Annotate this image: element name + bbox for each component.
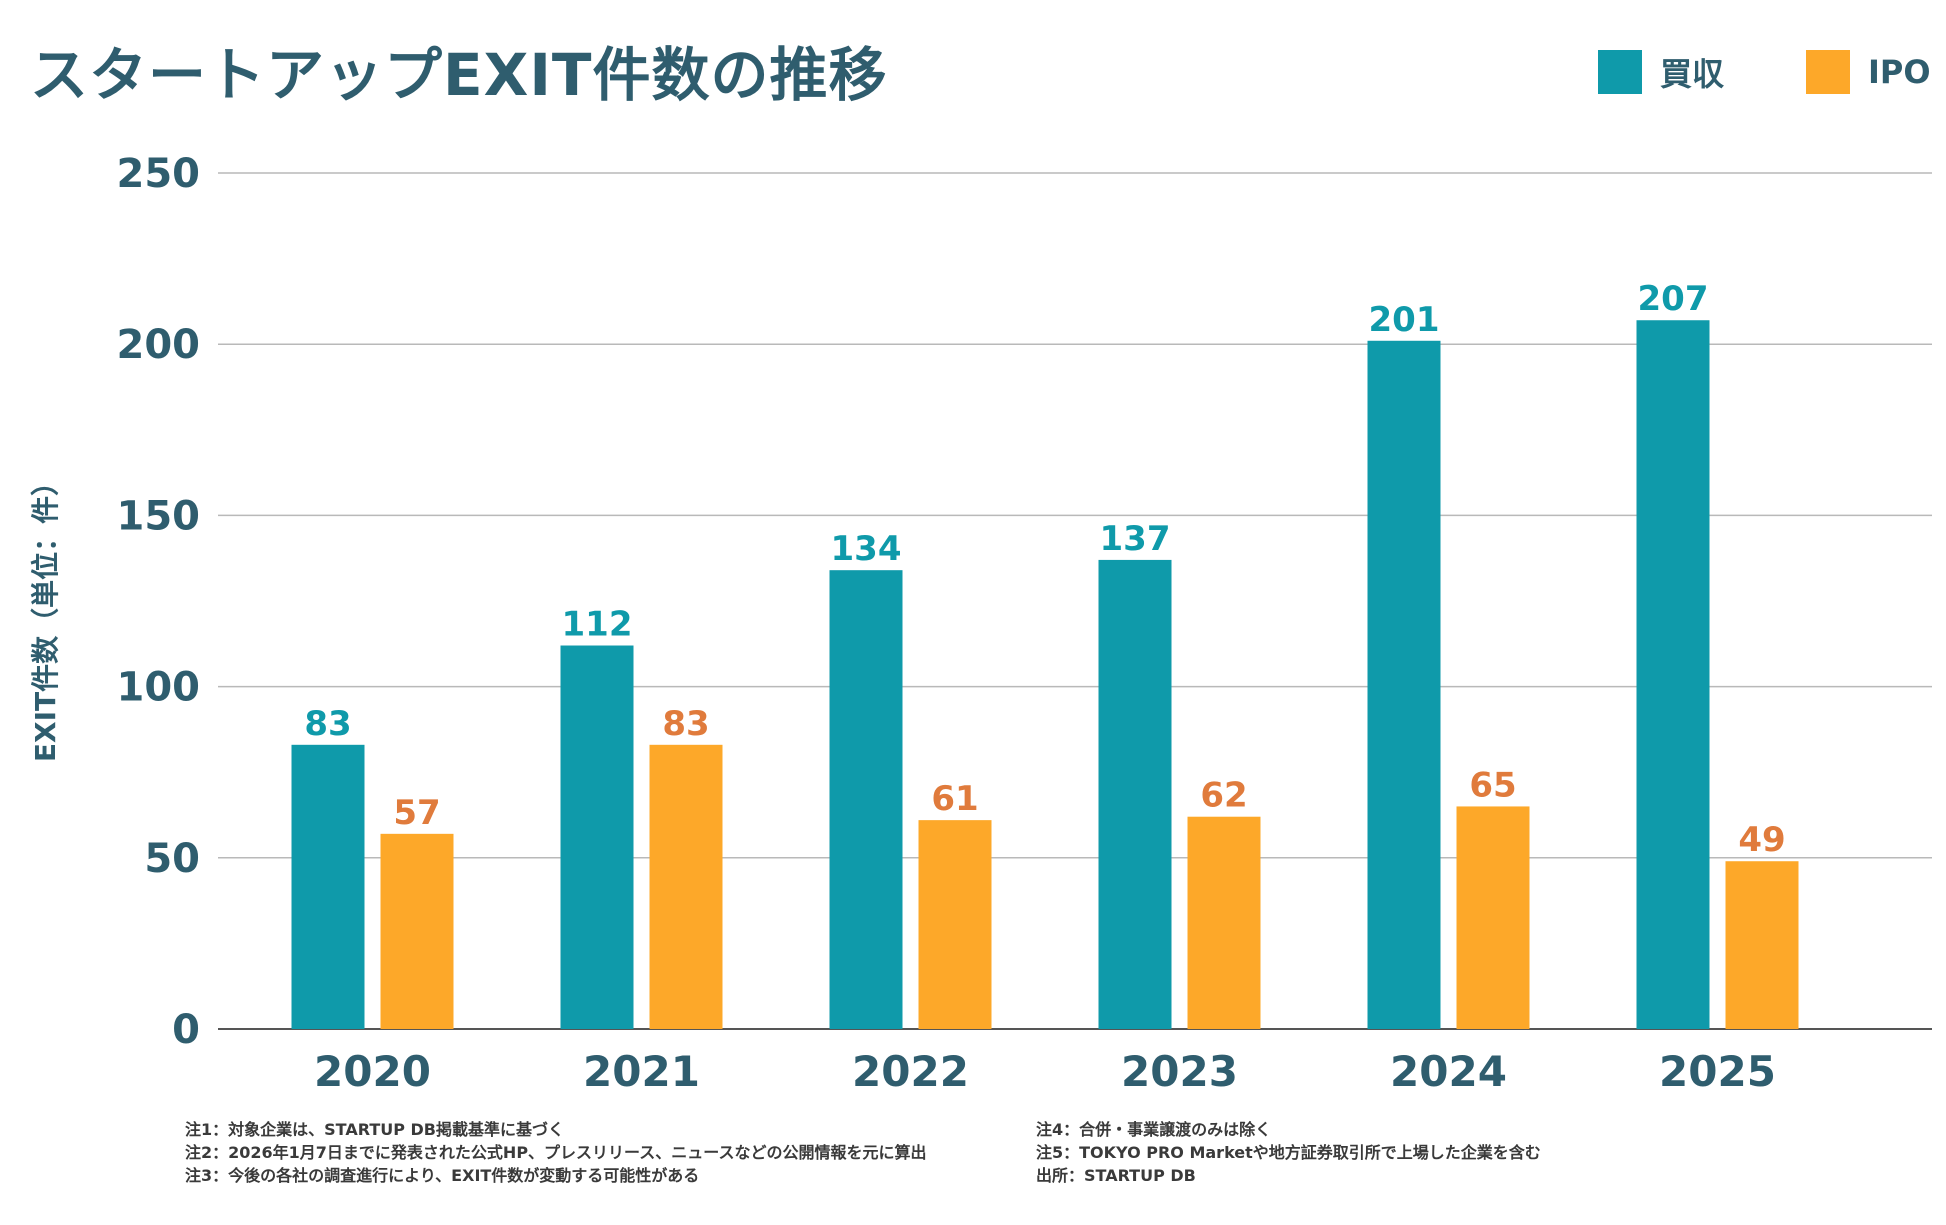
data-label-ipo-2020: 57 xyxy=(393,793,440,833)
legend-item-ipo: IPO xyxy=(1806,48,1931,96)
x-tick-label-2020: 2020 xyxy=(314,1047,431,1096)
note-4: 注4：合併・事業譲渡のみは除く xyxy=(1036,1120,1272,1139)
bar-acquisition-2020 xyxy=(291,744,365,1029)
x-tick-label-2022: 2022 xyxy=(852,1047,969,1096)
data-label-acquisition-2021: 112 xyxy=(562,605,633,645)
legend-label-acquisition: 買収 xyxy=(1660,55,1725,93)
x-tick-label-2024: 2024 xyxy=(1390,1047,1507,1096)
notes-right: 注4：合併・事業譲渡のみは除く 注5：TOKYO PRO Marketや地方証券… xyxy=(1036,1118,1541,1187)
y-tick-label-50: 50 xyxy=(144,836,200,882)
y-tick-label-250: 250 xyxy=(117,151,201,197)
note-source: 出所：STARTUP DB xyxy=(1036,1166,1196,1185)
bar-acquisition-2021 xyxy=(560,645,634,1029)
data-label-acquisition-2024: 201 xyxy=(1369,300,1440,340)
bar-acquisition-2023 xyxy=(1098,559,1172,1029)
chart-title: スタートアップEXIT件数の推移 xyxy=(30,41,888,109)
data-label-ipo-2021: 83 xyxy=(662,704,709,744)
bar-ipo-2021 xyxy=(649,744,723,1029)
legend-label-ipo: IPO xyxy=(1868,53,1931,91)
legend-swatch-ipo xyxy=(1806,50,1850,94)
data-label-acquisition-2020: 83 xyxy=(304,704,351,744)
note-5: 注5：TOKYO PRO Marketや地方証券取引所で上場した企業を含む xyxy=(1036,1143,1541,1162)
note-1: 注1：対象企業は、STARTUP DB掲載基準に基づく xyxy=(185,1120,564,1139)
bar-ipo-2024 xyxy=(1456,806,1530,1029)
data-label-ipo-2025: 49 xyxy=(1738,820,1785,860)
y-tick-label-150: 150 xyxy=(117,493,201,539)
bar-ipo-2023 xyxy=(1187,816,1261,1029)
legend-swatch-acquisition xyxy=(1598,50,1642,94)
y-tick-label-100: 100 xyxy=(117,665,201,711)
data-label-ipo-2022: 61 xyxy=(931,779,978,819)
bar-ipo-2020 xyxy=(380,833,454,1029)
bar-acquisition-2022 xyxy=(829,570,903,1029)
data-label-acquisition-2023: 137 xyxy=(1100,519,1171,559)
bar-acquisition-2024 xyxy=(1367,340,1441,1029)
note-3: 注3：今後の各社の調査進行により、EXIT件数が変動する可能性がある xyxy=(185,1166,700,1185)
y-tick-label-0: 0 xyxy=(172,1007,200,1053)
x-tick-label-2023: 2023 xyxy=(1121,1047,1238,1096)
bar-acquisition-2025 xyxy=(1636,320,1710,1029)
x-tick-label-2025: 2025 xyxy=(1659,1047,1776,1096)
bar-ipo-2022 xyxy=(918,820,992,1029)
data-label-acquisition-2022: 134 xyxy=(831,529,902,569)
bar-ipo-2025 xyxy=(1725,861,1799,1029)
data-label-acquisition-2025: 207 xyxy=(1638,279,1709,319)
data-label-ipo-2024: 65 xyxy=(1469,765,1516,805)
note-2: 注2：2026年1月7日までに発表された公式HP、プレスリリース、ニュースなどの… xyxy=(185,1143,927,1162)
notes-left: 注1：対象企業は、STARTUP DB掲載基準に基づく 注2：2026年1月7日… xyxy=(185,1118,926,1187)
y-tick-label-200: 200 xyxy=(117,322,201,368)
x-tick-label-2021: 2021 xyxy=(583,1047,700,1096)
legend-item-acquisition: 買収 xyxy=(1598,48,1724,96)
data-label-ipo-2023: 62 xyxy=(1200,776,1247,816)
